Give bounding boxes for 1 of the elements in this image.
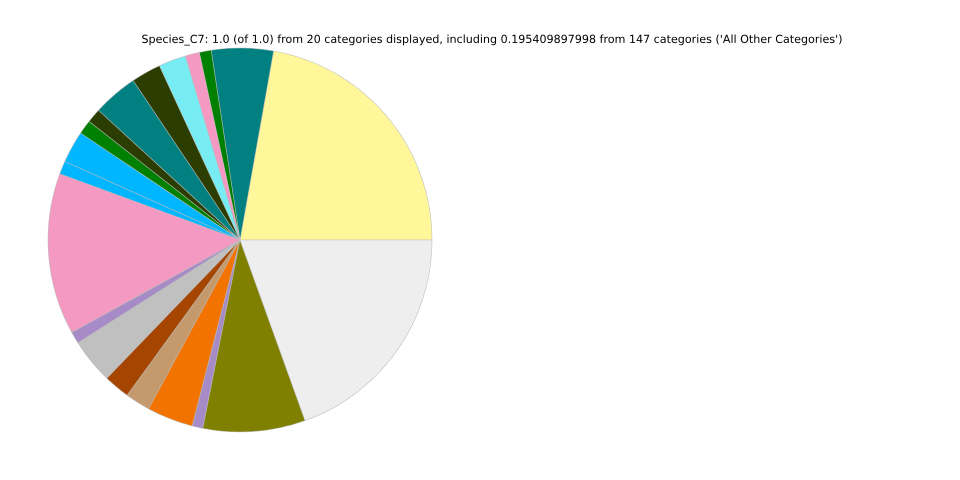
text: Species_C7: 1.0 (of 1.0) from 20 categories displayed, including 0.195409897998 from 147 categories ('All Other Categories') — [142, 34, 842, 46]
